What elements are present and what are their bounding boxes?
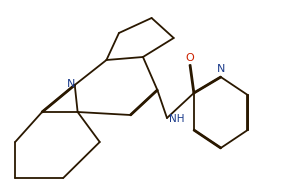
Text: N: N [66,79,75,89]
Text: NH: NH [169,114,185,124]
Text: N: N [217,64,225,74]
Text: O: O [186,53,195,63]
